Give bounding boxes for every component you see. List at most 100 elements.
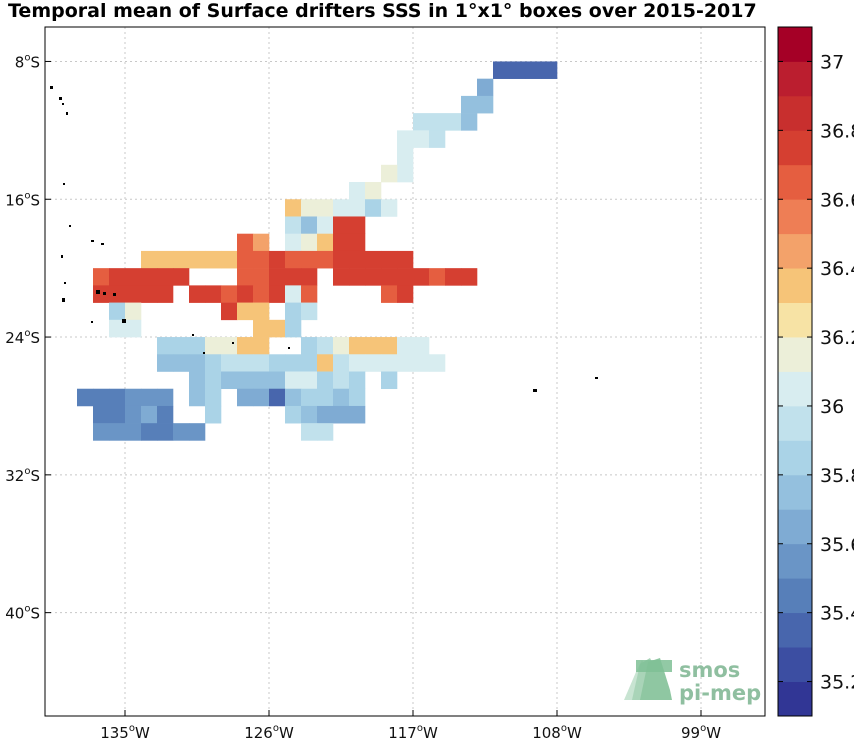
sss-cell	[221, 302, 238, 321]
sss-cell	[125, 285, 142, 303]
sss-cells	[77, 61, 558, 441]
sss-cell	[301, 337, 318, 355]
sss-cell	[301, 199, 318, 217]
sss-cell	[205, 354, 222, 372]
sss-cell	[253, 354, 270, 372]
sss-cell	[429, 268, 446, 286]
y-tick-label: 16oS	[5, 190, 40, 209]
y-tick-label: 40oS	[5, 604, 40, 623]
sss-cell	[269, 371, 286, 390]
sss-cell	[349, 405, 366, 424]
sss-cell	[269, 388, 286, 407]
sss-cell	[253, 302, 270, 321]
sss-cell	[269, 250, 286, 269]
sss-cell	[333, 233, 350, 252]
island	[50, 86, 53, 89]
island	[113, 293, 116, 296]
colorbar-swatch	[778, 95, 812, 131]
sss-cell	[317, 216, 334, 234]
sss-cell	[477, 95, 494, 114]
island	[59, 97, 62, 100]
island	[96, 290, 100, 294]
x-tick-label: 135oW	[100, 723, 150, 740]
sss-cell	[237, 337, 254, 355]
sss-cell	[253, 250, 270, 269]
sss-cell	[317, 388, 334, 407]
island	[101, 243, 104, 245]
sss-cell	[157, 405, 174, 424]
sss-cell	[301, 371, 318, 390]
sss-cell	[381, 337, 398, 355]
colorbar-swatch	[778, 27, 812, 62]
sss-cell	[109, 405, 126, 424]
colorbar-swatch	[778, 543, 812, 579]
sss-cell	[381, 268, 398, 286]
sss-cell	[269, 354, 286, 372]
sss-cell	[157, 268, 174, 286]
sss-cell	[301, 423, 318, 441]
sss-cell	[285, 268, 302, 286]
sss-cell	[157, 285, 174, 303]
sss-cell	[141, 268, 158, 286]
sss-cell	[365, 250, 382, 269]
sss-cell	[189, 423, 206, 441]
sss-cell	[413, 354, 430, 372]
sss-cell	[381, 285, 398, 303]
sss-cell	[413, 113, 430, 131]
sss-cell	[221, 371, 238, 390]
island	[103, 292, 106, 295]
sss-cell	[301, 354, 318, 372]
colorbar-swatch	[778, 199, 812, 235]
sss-cell	[109, 319, 126, 338]
island	[533, 389, 537, 392]
sss-cell	[93, 388, 110, 407]
sss-cell	[301, 302, 318, 321]
sss-cell	[269, 285, 286, 303]
sss-cell	[237, 233, 254, 252]
sss-cell	[285, 285, 302, 303]
colorbar-frame	[777, 26, 813, 717]
island	[122, 319, 126, 323]
sss-cell	[317, 199, 334, 217]
island	[69, 225, 71, 227]
sss-cell	[253, 388, 270, 407]
sss-cell	[397, 250, 414, 269]
sss-cell	[285, 371, 302, 390]
island	[66, 112, 68, 115]
sss-cell	[381, 164, 398, 183]
sss-cell	[189, 250, 206, 269]
sss-cell	[125, 319, 142, 338]
sss-cell	[461, 113, 478, 131]
sss-cell	[237, 250, 254, 269]
sss-cell	[141, 423, 158, 441]
sss-cell	[109, 285, 126, 303]
island	[63, 183, 65, 185]
sss-cell	[317, 250, 334, 269]
colorbar-tick-label: 35.2	[820, 672, 854, 694]
sss-cell	[317, 233, 334, 252]
sss-cell	[237, 302, 254, 321]
sss-cell	[429, 130, 446, 148]
sss-cell	[285, 405, 302, 424]
island	[595, 377, 598, 379]
island	[61, 255, 63, 258]
sss-cell	[173, 354, 190, 372]
sss-cell	[237, 285, 254, 303]
sss-cell	[525, 61, 542, 79]
y-tick-label: 8oS	[15, 52, 40, 71]
x-axis-ticks: 135oW 126oW 117oW 108oW 99oW	[100, 710, 721, 740]
colorbar-swatch	[778, 302, 812, 338]
sss-cell	[349, 371, 366, 390]
sss-cell	[333, 371, 350, 390]
island	[62, 103, 64, 105]
colorbar-swatch	[778, 164, 812, 200]
sss-cell	[285, 319, 302, 338]
sss-cell	[125, 388, 142, 407]
sss-cell	[461, 95, 478, 114]
sss-cell	[493, 61, 510, 79]
sss-cell	[365, 199, 382, 217]
sss-cell	[221, 250, 238, 269]
sss-cell	[285, 302, 302, 321]
sss-cell	[477, 78, 494, 97]
sss-cell	[205, 250, 222, 269]
